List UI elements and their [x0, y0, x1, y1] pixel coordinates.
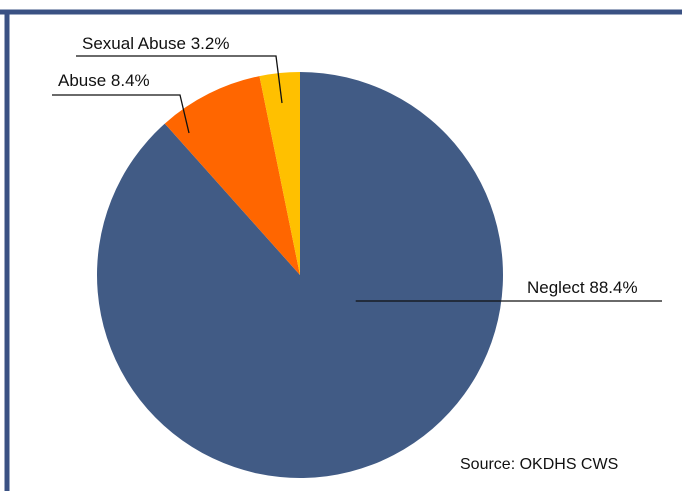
source-note: Source: OKDHS CWS — [460, 456, 618, 473]
pie-slices — [96, 72, 503, 478]
leader-line-sexual-abuse — [76, 55, 283, 104]
slice-sexual-abuse — [259, 72, 300, 275]
slice-abuse — [164, 76, 300, 276]
leader-line-abuse — [52, 94, 190, 134]
slice-label-abuse: Abuse 8.4% — [58, 71, 150, 90]
leader-lines — [52, 55, 662, 302]
slice-label-neglect: Neglect 88.4% — [527, 278, 638, 297]
slice-label-sexual-abuse: Sexual Abuse 3.2% — [82, 34, 229, 53]
